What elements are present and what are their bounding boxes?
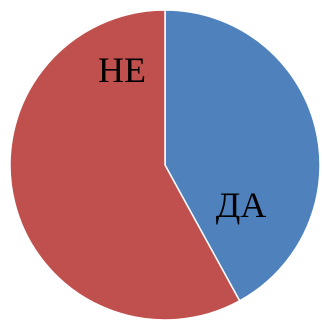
pie-slice-1	[9, 9, 241, 321]
pie-labels: ДА НЕ	[98, 50, 266, 225]
pie-slice-0	[164, 9, 321, 302]
slice-label-ne: НЕ	[98, 50, 146, 90]
slice-label-da: ДА	[216, 185, 267, 225]
pie-slices	[9, 9, 321, 321]
